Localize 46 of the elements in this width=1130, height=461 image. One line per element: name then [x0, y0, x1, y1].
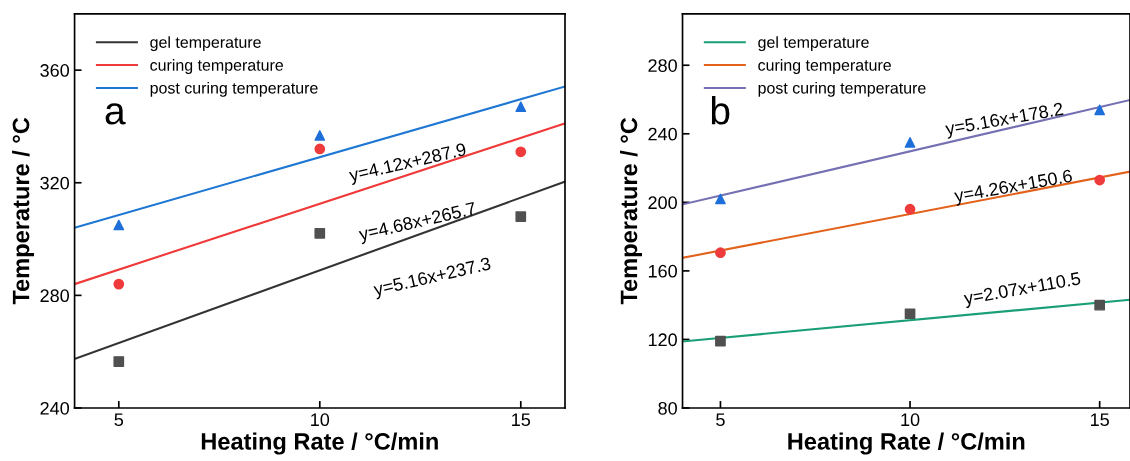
point — [1094, 174, 1106, 186]
x-tick-label: 10 — [901, 413, 920, 427]
x-tick-label: 5 — [716, 413, 725, 427]
x-axis-title: Heating Rate / °C/min — [201, 432, 438, 455]
point — [904, 137, 916, 148]
point — [113, 278, 125, 290]
legend-label: gel temperature — [758, 36, 869, 52]
y-tick-label: 240 — [648, 127, 677, 141]
y-axis-title: Temperature / °C — [12, 117, 35, 305]
x-axis-title: Heating Rate / °C/min — [788, 432, 1025, 455]
y-tick-label: 80 — [658, 401, 677, 415]
legend-label: curing temperature — [150, 59, 283, 74]
y-tick-label: 160 — [648, 264, 677, 278]
point — [715, 247, 726, 259]
y-tick-label: 240 — [40, 401, 70, 415]
point — [113, 356, 125, 367]
point — [314, 130, 326, 141]
legend-label: post curing temperature — [758, 81, 926, 97]
point — [515, 101, 527, 113]
x-tick-label: 10 — [311, 413, 330, 427]
point — [1094, 299, 1106, 311]
legend-label: gel temperature — [150, 36, 261, 52]
text: a — [105, 103, 126, 125]
x-tick-label: 5 — [114, 413, 124, 427]
point — [715, 193, 726, 205]
point — [314, 143, 326, 155]
y-axis-title: Temperature / °C — [619, 117, 642, 305]
x-tick-label: 15 — [512, 413, 531, 427]
y-tick-label: 280 — [40, 289, 70, 303]
point — [113, 219, 125, 231]
point — [715, 335, 726, 347]
legend-label: curing temperature — [758, 59, 891, 74]
y-tick-label: 320 — [40, 176, 70, 190]
y-tick-label: 280 — [648, 59, 677, 72]
point — [904, 203, 916, 215]
y-tick-label: 120 — [648, 333, 677, 347]
point — [314, 228, 326, 239]
x-tick-label: 15 — [1091, 413, 1109, 427]
point — [515, 211, 527, 222]
point — [515, 146, 527, 158]
text: b — [711, 96, 730, 125]
y-tick-label: 360 — [40, 64, 70, 77]
point — [904, 308, 916, 320]
point — [1094, 104, 1106, 116]
y-tick-label: 200 — [648, 196, 677, 210]
legend-label: post curing temperature — [150, 81, 318, 97]
